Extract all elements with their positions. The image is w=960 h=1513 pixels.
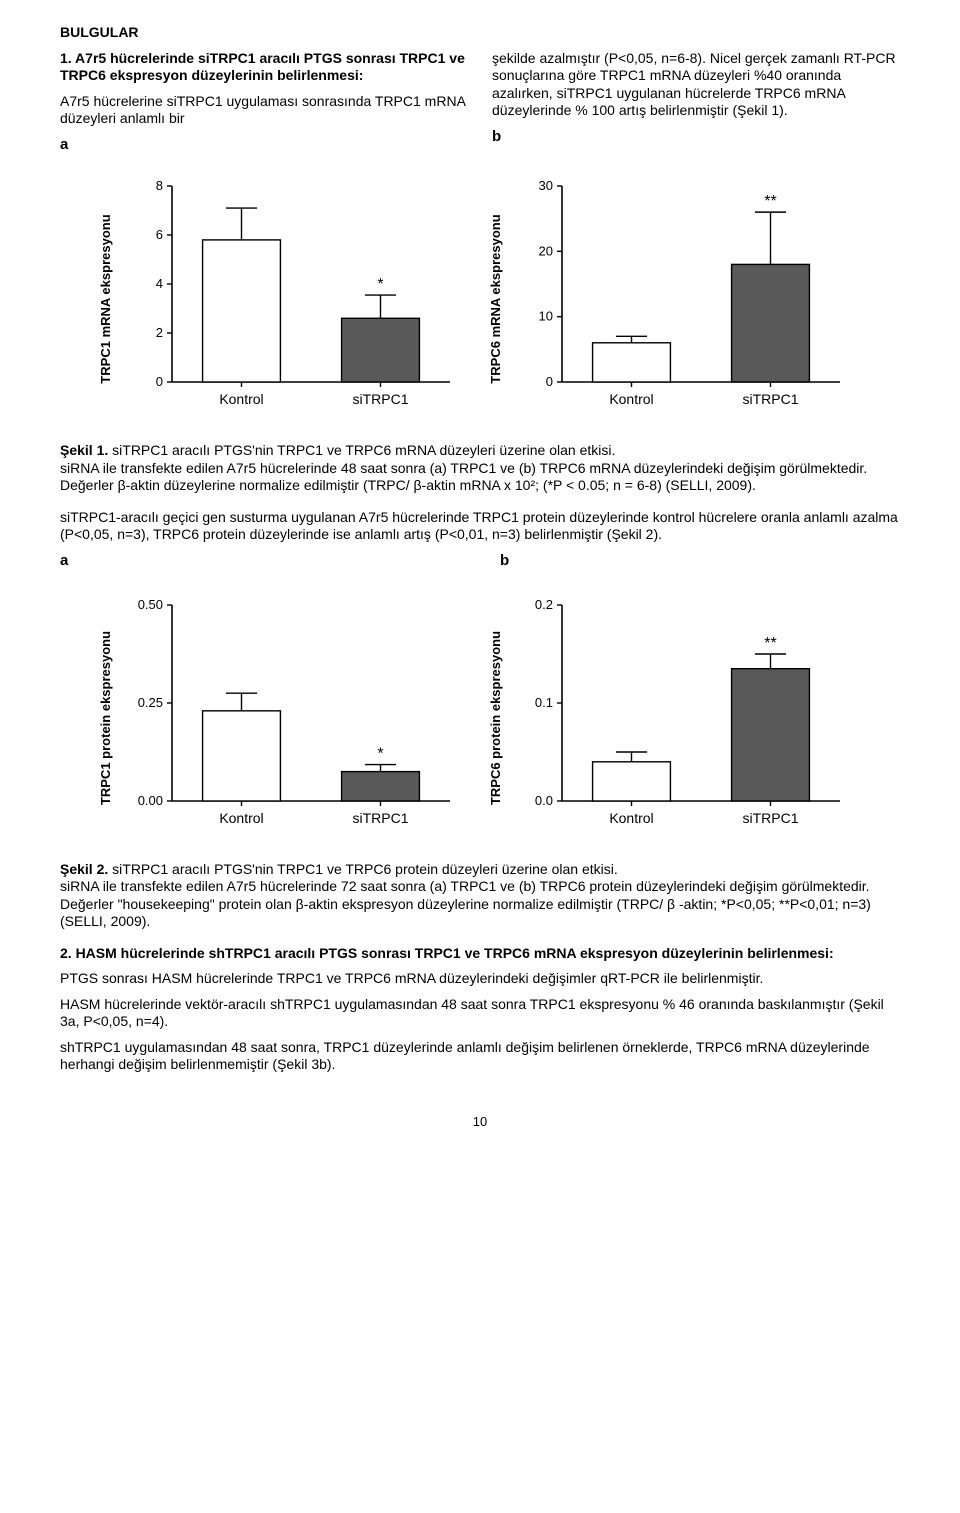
section1-heading: 1. A7r5 hücrelerinde siTRPC1 aracılı PTG… [60,50,468,85]
figure2-panel-b: 0.00.10.2KontrolsiTRPC1**TRPC6 protein e… [500,593,850,843]
svg-text:Kontrol: Kontrol [609,391,653,407]
figure1-row: 02468KontrolsiTRPC1*TRPC1 mRNA ekspresyo… [60,174,900,424]
svg-text:0.1: 0.1 [535,695,553,710]
figure2-panel-a: 0.000.250.50KontrolsiTRPC1*TRPC1 protein… [110,593,460,843]
svg-text:siTRPC1: siTRPC1 [352,810,408,826]
svg-text:**: ** [764,635,776,652]
figure2-caption-body: siRNA ile transfekte edilen A7r5 hücrele… [60,878,871,929]
svg-text:*: * [377,745,383,762]
figure2-labels: a b [60,552,900,575]
svg-text:20: 20 [539,244,553,259]
svg-text:2: 2 [156,325,163,340]
figure1-panel-a: 02468KontrolsiTRPC1*TRPC1 mRNA ekspresyo… [110,174,460,424]
fig2-label-b: b [500,552,900,571]
svg-text:6: 6 [156,227,163,242]
section2-p2: HASM hücrelerinde vektör-aracılı shTRPC1… [60,996,900,1031]
svg-text:Kontrol: Kontrol [219,810,263,826]
mid-paragraph: siTRPC1-aracılı geçici gen susturma uygu… [60,509,900,544]
svg-text:*: * [377,276,383,293]
svg-text:0.50: 0.50 [138,597,163,612]
svg-text:0: 0 [546,374,553,389]
svg-text:4: 4 [156,276,163,291]
svg-text:siTRPC1: siTRPC1 [742,391,798,407]
svg-text:Kontrol: Kontrol [219,391,263,407]
intro-col-1: 1. A7r5 hücrelerinde siTRPC1 aracılı PTG… [60,50,468,159]
page-header: BULGULAR [60,24,900,42]
svg-text:0.25: 0.25 [138,695,163,710]
figure1-caption-body: siRNA ile transfekte edilen A7r5 hücrele… [60,460,867,494]
figure1-caption-rest: siTRPC1 aracılı PTGS'nin TRPC1 ve TRPC6 … [108,442,615,458]
section2-p3: shTRPC1 uygulamasından 48 saat sonra, TR… [60,1039,900,1074]
page-number: 10 [60,1114,900,1130]
svg-text:siTRPC1: siTRPC1 [742,810,798,826]
fig2-label-a: a [60,552,460,571]
intro-col-2: şekilde azalmıştır (P<0,05, n=6-8). Nice… [492,50,900,159]
svg-text:**: ** [764,193,776,210]
figure2-caption: Şekil 2. siTRPC1 aracılı PTGS'nin TRPC1 … [60,861,900,931]
figure1-caption: Şekil 1. siTRPC1 aracılı PTGS'nin TRPC1 … [60,442,900,495]
svg-text:0.00: 0.00 [138,793,163,808]
section2-heading-text: 2. HASM hücrelerinde shTRPC1 aracılı PTG… [60,945,834,961]
svg-text:Kontrol: Kontrol [609,810,653,826]
figure2-caption-rest: siTRPC1 aracılı PTGS'nin TRPC1 ve TRPC6 … [108,861,617,877]
svg-text:0: 0 [156,374,163,389]
svg-text:10: 10 [539,309,553,324]
svg-text:0.0: 0.0 [535,793,553,808]
section2-heading: 2. HASM hücrelerinde shTRPC1 aracılı PTG… [60,945,900,963]
figure1-caption-title: Şekil 1. [60,442,108,458]
intro-columns: 1. A7r5 hücrelerinde siTRPC1 aracılı PTG… [60,50,900,159]
fig1-label-b: b [492,128,900,147]
figure2-caption-title: Şekil 2. [60,861,108,877]
section2-p1: PTGS sonrası HASM hücrelerinde TRPC1 ve … [60,970,900,988]
svg-text:0.2: 0.2 [535,597,553,612]
section1-col1-rest: A7r5 hücrelerine siTRPC1 uygulaması sonr… [60,93,468,128]
section1-heading-text: 1. A7r5 hücrelerinde siTRPC1 aracılı PTG… [60,50,465,84]
fig1-label-a: a [60,136,468,155]
svg-text:8: 8 [156,178,163,193]
figure2-row: 0.000.250.50KontrolsiTRPC1*TRPC1 protein… [60,593,900,843]
svg-text:siTRPC1: siTRPC1 [352,391,408,407]
figure1-panel-b: 0102030KontrolsiTRPC1**TRPC6 mRNA ekspre… [500,174,850,424]
svg-text:30: 30 [539,178,553,193]
section1-col2: şekilde azalmıştır (P<0,05, n=6-8). Nice… [492,50,900,120]
